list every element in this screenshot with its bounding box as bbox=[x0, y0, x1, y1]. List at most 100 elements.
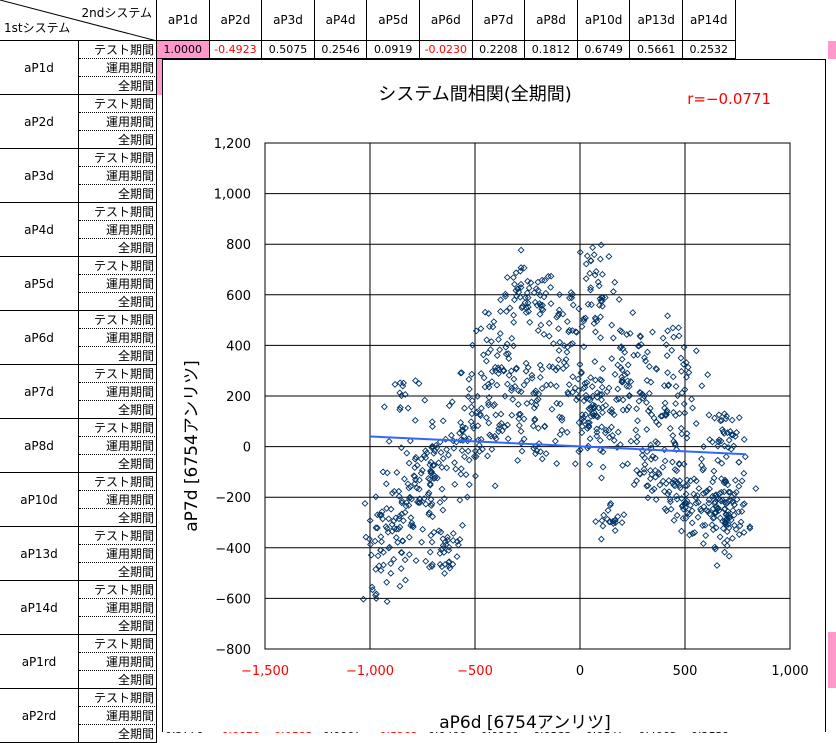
row-group-ap10d[interactable]: aP10d bbox=[0, 473, 79, 527]
value-cell[interactable]: -0.4923 bbox=[209, 41, 263, 59]
row-sublabel[interactable]: 全期間 bbox=[79, 239, 157, 257]
row-sublabel[interactable]: 運用期間 bbox=[79, 275, 157, 293]
row-sublabel[interactable]: 全期間 bbox=[79, 77, 157, 95]
row-sublabel[interactable]: テスト期間 bbox=[79, 311, 157, 329]
row-sublabel[interactable]: 運用期間 bbox=[79, 491, 157, 509]
scatter-point bbox=[598, 297, 606, 305]
scatter-point bbox=[569, 373, 577, 381]
row-sublabel[interactable]: テスト期間 bbox=[79, 527, 157, 545]
row-sublabel[interactable]: 全期間 bbox=[79, 293, 157, 311]
row-sublabel[interactable]: 運用期間 bbox=[79, 653, 157, 671]
row-group-ap6d[interactable]: aP6d bbox=[0, 311, 79, 365]
row-group-ap1rd[interactable]: aP1rd bbox=[0, 635, 79, 689]
scatter-point bbox=[524, 299, 532, 307]
column-header-ap6d[interactable]: aP6d bbox=[420, 0, 473, 41]
row-sublabel[interactable]: 運用期間 bbox=[79, 59, 157, 77]
column-header-ap3d[interactable]: aP3d bbox=[262, 0, 315, 41]
row-sublabel[interactable]: 運用期間 bbox=[79, 113, 157, 131]
scatter-point bbox=[683, 434, 691, 442]
scatter-point bbox=[669, 373, 677, 381]
row-group-ap2rd[interactable]: aP2rd bbox=[0, 689, 79, 743]
scatter-point bbox=[426, 481, 434, 489]
value-cell[interactable]: 0.0919 bbox=[367, 41, 420, 59]
column-header-ap8d[interactable]: aP8d bbox=[525, 0, 578, 41]
row-sublabel[interactable]: 全期間 bbox=[79, 509, 157, 527]
column-header-ap10d[interactable]: aP10d bbox=[577, 0, 631, 41]
scatter-point bbox=[365, 535, 373, 543]
value-cell[interactable]: -0.0230 bbox=[420, 41, 473, 59]
row-sublabel[interactable]: テスト期間 bbox=[79, 203, 157, 221]
scatter-point bbox=[396, 512, 404, 520]
value-cell[interactable]: 0.2532 bbox=[683, 41, 736, 59]
row-group-ap3d[interactable]: aP3d bbox=[0, 149, 79, 203]
scatter-point bbox=[671, 441, 679, 449]
row-sublabel[interactable]: テスト期間 bbox=[79, 689, 157, 707]
scatter-point bbox=[503, 340, 511, 348]
column-header-ap4d[interactable]: aP4d bbox=[314, 0, 368, 41]
scatter-point bbox=[716, 490, 724, 497]
scatter-point bbox=[689, 404, 696, 412]
row-sublabel[interactable]: テスト期間 bbox=[79, 419, 157, 437]
row-sublabel[interactable]: 運用期間 bbox=[79, 545, 157, 563]
row-sublabel[interactable]: 全期間 bbox=[79, 617, 157, 635]
scatter-point bbox=[481, 383, 489, 391]
row-sublabel[interactable]: 運用期間 bbox=[79, 383, 157, 401]
row-sublabel[interactable]: 全期間 bbox=[79, 725, 157, 743]
row-sublabel[interactable]: テスト期間 bbox=[79, 635, 157, 653]
scatter-point bbox=[496, 330, 504, 337]
row-sublabel[interactable]: 全期間 bbox=[79, 347, 157, 365]
scatter-point bbox=[580, 417, 588, 425]
row-sublabel[interactable]: 運用期間 bbox=[79, 599, 157, 617]
row-group-ap13d[interactable]: aP13d bbox=[0, 527, 79, 581]
column-header-ap2d[interactable]: aP2d bbox=[209, 0, 263, 41]
row-sublabel[interactable]: 運用期間 bbox=[79, 329, 157, 347]
row-sublabel[interactable]: テスト期間 bbox=[79, 473, 157, 491]
scatter-point bbox=[547, 300, 555, 308]
row-sublabel[interactable]: 全期間 bbox=[79, 131, 157, 149]
scatter-point bbox=[562, 356, 570, 363]
scatter-point bbox=[609, 334, 617, 342]
row-group-ap7d[interactable]: aP7d bbox=[0, 365, 79, 419]
value-cell[interactable]: 0.1812 bbox=[525, 41, 578, 59]
row-sublabel[interactable]: 全期間 bbox=[79, 401, 157, 419]
row-sublabel[interactable]: テスト期間 bbox=[79, 149, 157, 167]
row-group-ap1d[interactable]: aP1d bbox=[0, 41, 79, 95]
value-cell[interactable]: 0.2208 bbox=[472, 41, 526, 59]
scatter-point bbox=[515, 411, 523, 418]
row-group-ap14d[interactable]: aP14d bbox=[0, 581, 79, 635]
row-sublabel[interactable]: テスト期間 bbox=[79, 95, 157, 113]
scatter-chart[interactable]: システム間相関(全期間) r=−0.0771 aP6d [6754アンリツ] a… bbox=[162, 59, 826, 733]
row-sublabel[interactable]: テスト期間 bbox=[79, 257, 157, 275]
column-header-ap14d[interactable]: aP14d bbox=[683, 0, 736, 41]
value-cell[interactable]: 0.5075 bbox=[262, 41, 315, 59]
row-sublabel[interactable]: 全期間 bbox=[79, 671, 157, 689]
row-sublabel[interactable]: 全期間 bbox=[79, 563, 157, 581]
row-sublabel[interactable]: 運用期間 bbox=[79, 707, 157, 725]
value-cell[interactable]: 0.2546 bbox=[314, 41, 368, 59]
row-sublabel[interactable]: テスト期間 bbox=[79, 41, 157, 59]
row-group-ap8d[interactable]: aP8d bbox=[0, 419, 79, 473]
row-group-ap5d[interactable]: aP5d bbox=[0, 257, 79, 311]
row-sublabel[interactable]: 全期間 bbox=[79, 455, 157, 473]
column-header-ap13d[interactable]: aP13d bbox=[630, 0, 683, 41]
x-tick-label: −1,000 bbox=[346, 664, 394, 679]
scatter-point bbox=[359, 595, 367, 603]
column-header-ap7d[interactable]: aP7d bbox=[472, 0, 526, 41]
scatter-point bbox=[642, 357, 650, 365]
scatter-point bbox=[680, 400, 688, 408]
value-cell[interactable]: 0.6749 bbox=[577, 41, 631, 59]
value-cell[interactable]: 0.5661 bbox=[630, 41, 683, 59]
value-cell[interactable]: 1.0000 bbox=[157, 41, 210, 59]
row-sublabel[interactable]: 運用期間 bbox=[79, 437, 157, 455]
row-sublabel[interactable]: 運用期間 bbox=[79, 167, 157, 185]
row-group-ap4d[interactable]: aP4d bbox=[0, 203, 79, 257]
row-sublabel[interactable]: 全期間 bbox=[79, 185, 157, 203]
row-sublabel[interactable]: テスト期間 bbox=[79, 365, 157, 383]
column-header-ap1d[interactable]: aP1d bbox=[157, 0, 210, 41]
scatter-point bbox=[716, 514, 724, 522]
row-sublabel[interactable]: テスト期間 bbox=[79, 581, 157, 599]
row-sublabel[interactable]: 運用期間 bbox=[79, 221, 157, 239]
column-header-ap5d[interactable]: aP5d bbox=[367, 0, 420, 41]
row-group-ap2d[interactable]: aP2d bbox=[0, 95, 79, 149]
scatter-point bbox=[501, 392, 509, 400]
